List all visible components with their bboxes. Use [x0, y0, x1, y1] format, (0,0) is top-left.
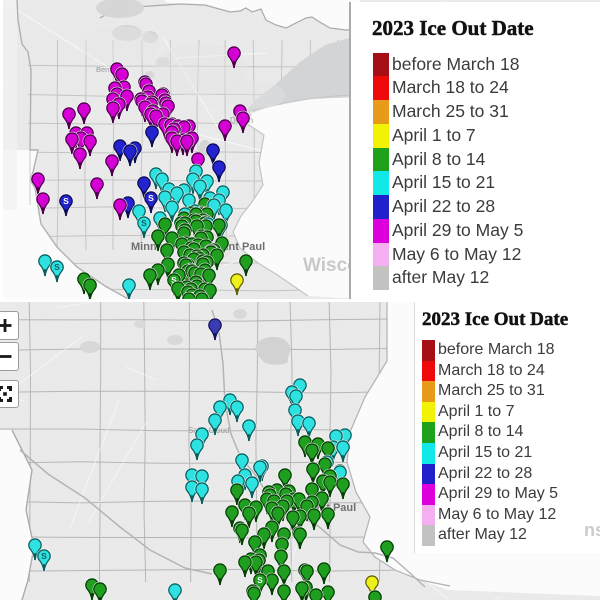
svg-text:Wisco: Wisco	[303, 255, 359, 276]
svg-text:S: S	[257, 575, 263, 585]
svg-text:S: S	[41, 551, 47, 561]
svg-text:S: S	[141, 218, 147, 228]
svg-text:Saint Cloud: Saint Cloud	[188, 426, 229, 435]
svg-text:Bemidji: Bemidji	[96, 65, 121, 74]
svg-text:S: S	[171, 275, 177, 285]
svg-text:S: S	[63, 196, 69, 206]
svg-text:S: S	[54, 262, 60, 272]
svg-text:S: S	[148, 193, 154, 203]
